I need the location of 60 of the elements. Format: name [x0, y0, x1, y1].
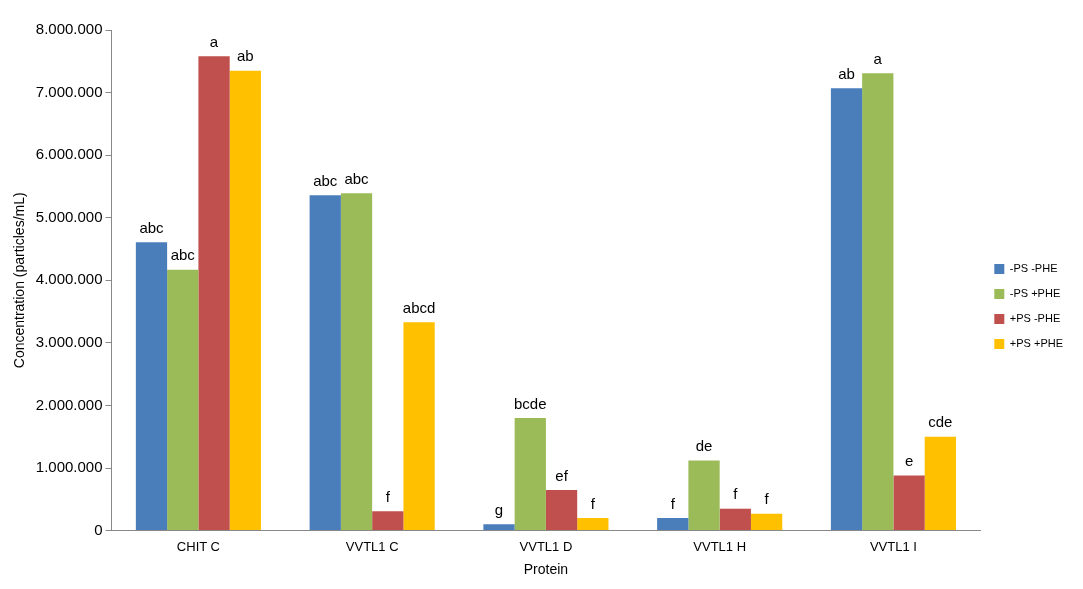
bar — [340, 193, 373, 531]
bar — [372, 511, 404, 531]
data-label: e — [904, 452, 914, 470]
data-label: abc — [313, 171, 338, 189]
legend-label: -PS -PHE — [1009, 262, 1058, 275]
bar — [893, 475, 925, 531]
x-tick-label: CHIT C — [176, 538, 220, 554]
bar — [657, 518, 689, 531]
legend-label: +PS +PHE — [1009, 337, 1064, 350]
y-tick-label: 7.000.000 — [35, 82, 103, 100]
data-label: ab — [838, 64, 855, 82]
bar — [403, 322, 435, 531]
data-label: abc — [139, 218, 165, 236]
y-tick-label: 3.000.000 — [35, 333, 103, 351]
bar — [483, 524, 515, 531]
bar — [198, 56, 230, 531]
data-label: ef — [555, 466, 569, 484]
legend-label: -PS +PHE — [1009, 287, 1061, 300]
y-tick-label: 2.000.000 — [35, 395, 103, 413]
bar — [514, 417, 546, 531]
data-label: ab — [236, 47, 254, 65]
x-tick-label: VVTL1 D — [519, 538, 573, 554]
data-label: f — [733, 485, 739, 503]
bar — [167, 269, 199, 531]
data-label: de — [695, 437, 713, 455]
y-axis-title: Concentration (particles/mL) — [11, 192, 28, 369]
x-axis-title: Protein — [523, 561, 569, 578]
bar — [862, 73, 894, 531]
y-tick-label: 5.000.000 — [35, 207, 103, 225]
bar — [924, 436, 956, 531]
bar — [577, 518, 609, 531]
x-tick-label: VVTL1 I — [869, 538, 917, 554]
bar — [135, 242, 168, 531]
x-tick-label: VVTL1 C — [345, 538, 399, 554]
data-label: a — [209, 32, 219, 50]
data-label: g — [494, 500, 504, 518]
bar — [750, 513, 783, 531]
bar — [830, 88, 863, 531]
data-label: bcde — [514, 394, 547, 412]
y-tick-label: 0 — [94, 520, 103, 538]
legend-label: +PS -PHE — [1009, 312, 1061, 325]
x-tick-label: VVTL1 H — [693, 538, 747, 554]
data-label: abcd — [402, 298, 436, 316]
data-label: f — [764, 490, 770, 508]
data-label: abc — [344, 169, 370, 187]
data-label: f — [385, 487, 391, 505]
y-tick-label: 1.000.000 — [35, 458, 103, 476]
data-label: a — [873, 49, 883, 67]
data-label: f — [670, 494, 676, 512]
data-label: abc — [170, 246, 196, 264]
data-label: cde — [928, 413, 953, 431]
bar — [688, 460, 720, 531]
data-label: f — [590, 494, 596, 512]
bar — [719, 508, 751, 531]
bar — [545, 489, 578, 531]
bar — [229, 70, 261, 531]
y-tick-label: 4.000.000 — [35, 270, 103, 288]
bar — [309, 195, 341, 531]
y-tick-label: 8.000.000 — [35, 20, 103, 38]
y-tick-label: 6.000.000 — [35, 145, 103, 163]
